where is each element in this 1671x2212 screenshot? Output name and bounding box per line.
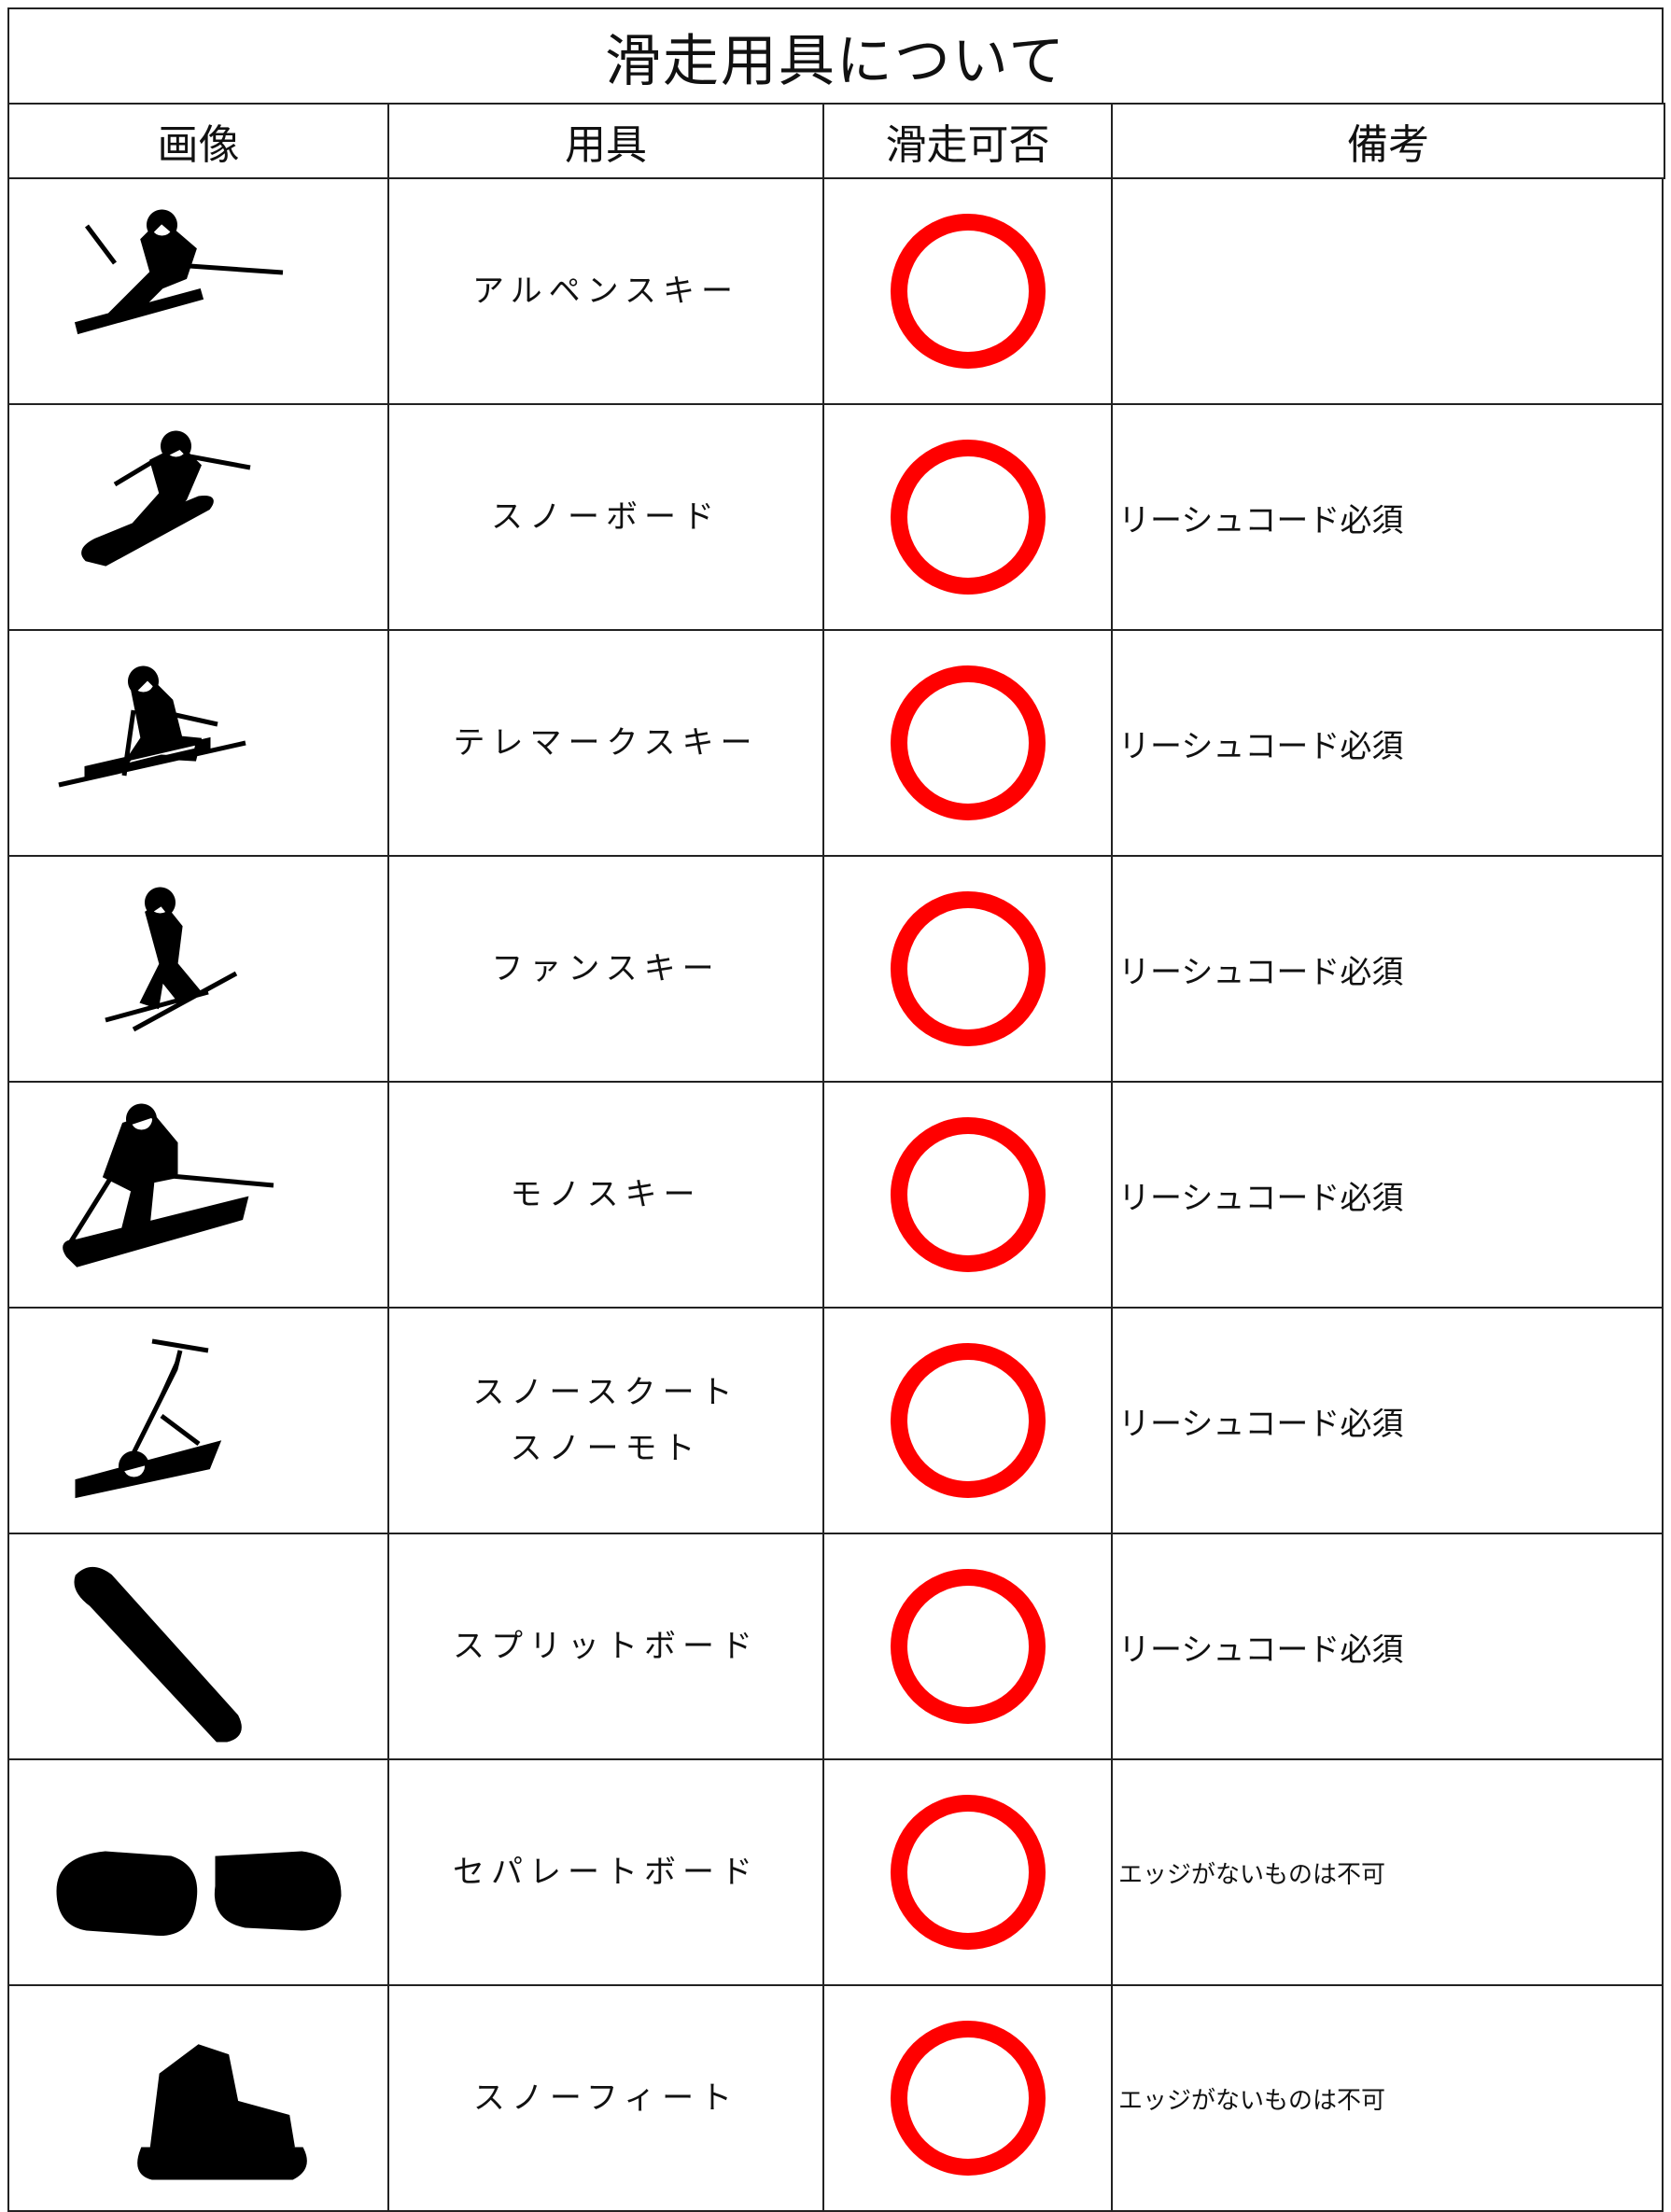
availability-cell xyxy=(822,177,1113,405)
equipment-cell: ファンスキー xyxy=(387,855,824,1083)
equipment-cell: スノーボード xyxy=(387,403,824,631)
image-cell xyxy=(7,855,389,1083)
equipment-name: スノーボード xyxy=(491,498,721,536)
equipment-name: テレマークスキー xyxy=(453,724,759,762)
silhouette xyxy=(104,887,237,1032)
remark-cell: リーシュコード必須 xyxy=(1111,1081,1664,1309)
circle xyxy=(890,665,1046,820)
circle xyxy=(890,214,1046,369)
allowed-mark xyxy=(890,1343,1046,1498)
circle xyxy=(890,2021,1046,2176)
equipment-icon xyxy=(55,1851,342,1937)
equipment-name: セパレートボード xyxy=(453,1854,759,1891)
circle xyxy=(890,440,1046,595)
equipment-name: スノーモト xyxy=(510,1430,702,1467)
equipment-cell: モノスキー xyxy=(387,1081,824,1309)
equipment-icon xyxy=(57,665,246,788)
remark-cell: リーシュコード必須 xyxy=(1111,1307,1664,1534)
silhouette xyxy=(55,1851,342,1937)
silhouette xyxy=(57,665,246,788)
circle xyxy=(890,1117,1046,1272)
silhouette xyxy=(62,1103,274,1267)
equipment-name: スノースクート xyxy=(472,1374,739,1411)
image-cell xyxy=(7,1081,389,1309)
column-header: 用具 xyxy=(387,103,824,179)
equipment-name: モノスキー xyxy=(510,1176,702,1213)
equipment-cell: テレマークスキー xyxy=(387,629,824,857)
equipment-cell: スプリットボード xyxy=(387,1533,824,1760)
equipment-cell: スノースクート スノーモト xyxy=(387,1307,824,1534)
allowed-mark xyxy=(890,1569,1046,1724)
equipment-cell: アルペンスキー xyxy=(387,177,824,405)
equipment-icon xyxy=(74,1567,242,1743)
equipment-icon xyxy=(62,1103,274,1267)
remark-cell: リーシュコード必須 xyxy=(1111,629,1664,857)
column-header: 備考 xyxy=(1111,103,1665,179)
title: 滑走用具について xyxy=(7,7,1664,105)
silhouette xyxy=(136,2044,307,2180)
remark-cell xyxy=(1111,177,1664,405)
equipment-name: アルペンスキー xyxy=(472,273,739,310)
equipment-icon xyxy=(74,209,283,335)
allowed-mark xyxy=(890,440,1046,595)
remark-cell: エッジがないものは不可 xyxy=(1111,1758,1664,1986)
remark-cell: リーシュコード必須 xyxy=(1111,403,1664,631)
availability-cell xyxy=(822,1984,1113,2212)
silhouette xyxy=(74,1567,242,1743)
image-cell xyxy=(7,1984,389,2212)
image-cell xyxy=(7,403,389,631)
image-cell xyxy=(7,629,389,857)
equipment-name: ファンスキー xyxy=(491,950,721,987)
allowed-mark xyxy=(890,214,1046,369)
equipment-name: スプリットボード xyxy=(453,1628,759,1665)
circle xyxy=(890,1569,1046,1724)
circle xyxy=(890,1343,1046,1498)
allowed-mark xyxy=(890,891,1046,1046)
availability-cell xyxy=(822,1081,1113,1309)
image-cell xyxy=(7,1533,389,1760)
silhouette xyxy=(75,1338,221,1499)
image-cell xyxy=(7,1758,389,1986)
image-cell xyxy=(7,1307,389,1534)
availability-cell xyxy=(822,403,1113,631)
silhouette xyxy=(80,430,250,567)
availability-cell xyxy=(822,1307,1113,1534)
silhouette xyxy=(74,209,283,335)
availability-cell xyxy=(822,1533,1113,1760)
allowed-mark xyxy=(890,2021,1046,2176)
remark-cell: リーシュコード必須 xyxy=(1111,855,1664,1083)
allowed-mark xyxy=(890,1795,1046,1950)
equipment-icon xyxy=(136,2044,307,2180)
equipment-icon xyxy=(80,430,250,567)
remark-cell: リーシュコード必須 xyxy=(1111,1533,1664,1760)
allowed-mark xyxy=(890,665,1046,820)
image-cell xyxy=(7,177,389,405)
column-header: 滑走可否 xyxy=(822,103,1113,179)
circle xyxy=(890,1795,1046,1950)
equipment-icon xyxy=(75,1338,221,1499)
availability-cell xyxy=(822,855,1113,1083)
equipment-cell: スノーフィート xyxy=(387,1984,824,2212)
allowed-mark xyxy=(890,1117,1046,1272)
availability-cell xyxy=(822,629,1113,857)
column-header: 画像 xyxy=(7,103,389,179)
remark-cell: エッジがないものは不可 xyxy=(1111,1984,1664,2212)
equipment-name: スノーフィート xyxy=(472,2079,739,2117)
equipment-cell: セパレートボード xyxy=(387,1758,824,1986)
equipment-icon xyxy=(104,887,237,1032)
circle xyxy=(890,891,1046,1046)
availability-cell xyxy=(822,1758,1113,1986)
